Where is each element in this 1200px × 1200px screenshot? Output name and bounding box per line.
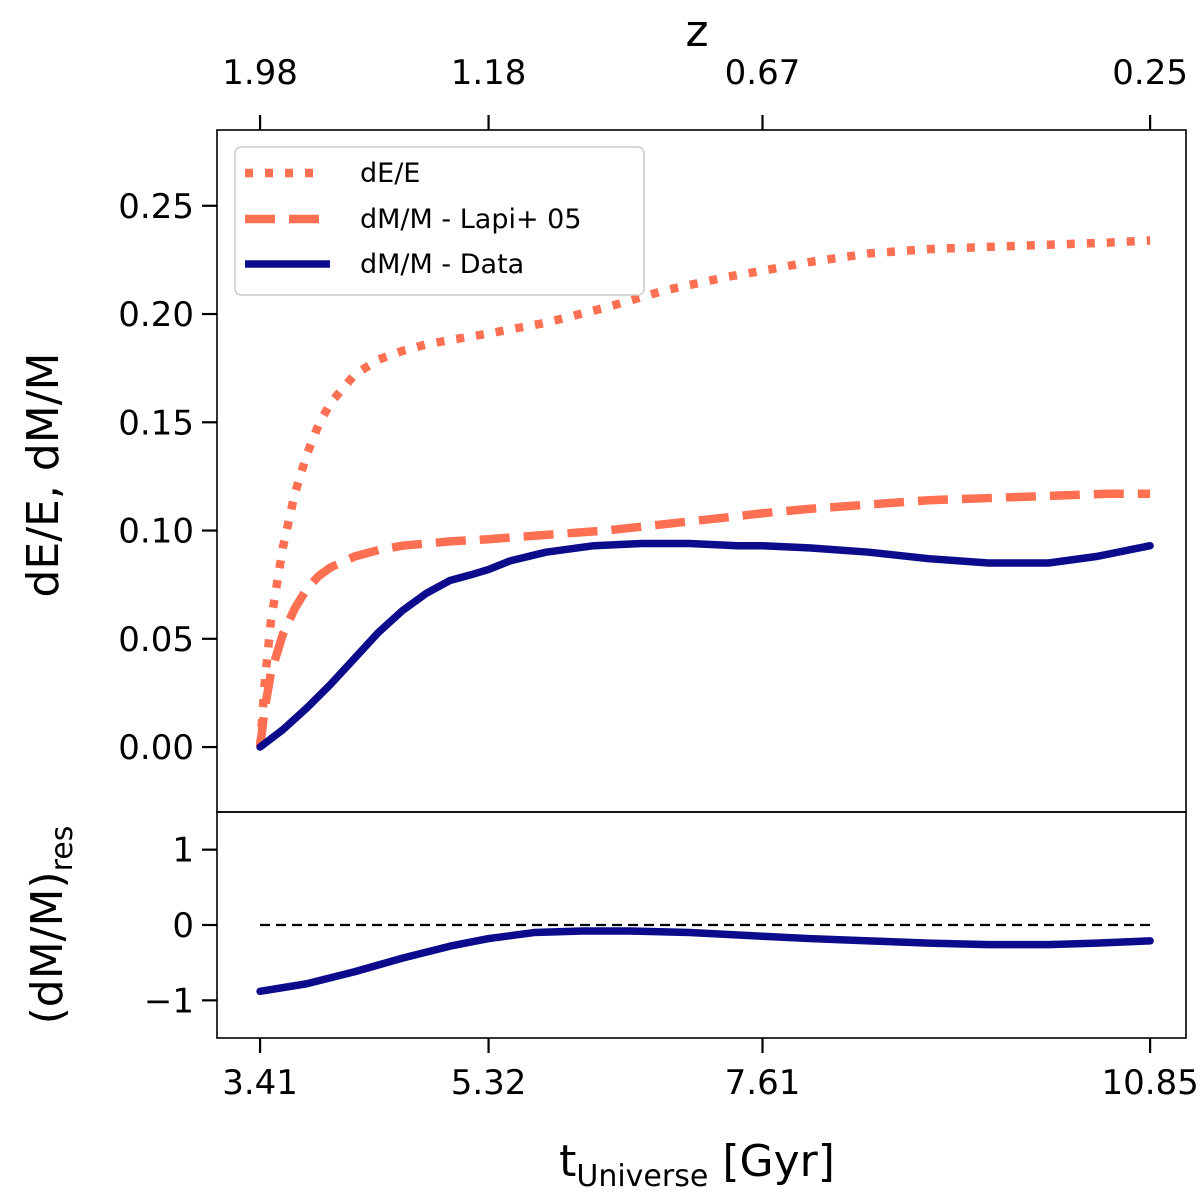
- main-top-tick-label-3: 0.25: [1112, 53, 1188, 93]
- x-axis-title-main: t: [559, 1136, 576, 1187]
- main-ytick-label-1: 0.05: [118, 620, 194, 660]
- legend-label-lapi: dM/M - Lapi+ 05: [360, 204, 582, 235]
- residual-y-axis-title: (dM/M)res: [22, 826, 80, 1025]
- legend-label-dE-E: dE/E: [360, 158, 420, 189]
- residual-xtick-label-0: 3.41: [222, 1063, 298, 1103]
- main-top-tick-label-0: 1.98: [222, 53, 298, 93]
- main-y-axis-title: dE/E, dM/M: [18, 352, 69, 597]
- residual-xtick-label-3: 10.85: [1101, 1063, 1198, 1103]
- residual-y-axis-title-main: (dM/M): [22, 871, 73, 1024]
- main-ytick-label-5: 0.25: [118, 187, 194, 227]
- residual-ytick-label-0: −1: [144, 981, 194, 1021]
- legend-frame: [234, 146, 645, 296]
- residual-xtick-label-2: 7.61: [725, 1063, 801, 1103]
- residual-y-axis-title-sub: res: [45, 826, 80, 872]
- top-axis-title: z: [685, 6, 708, 57]
- legend: dE/E dM/M - Lapi+ 05 dM/M - Data: [234, 146, 645, 296]
- main-top-tick-label-1: 1.18: [451, 53, 527, 93]
- main-series-1: [255, 489, 1151, 748]
- legend-label-data: dM/M - Data: [360, 249, 524, 280]
- main-panel: 0.00 0.05 0.10 0.15 0.20 0.25 1.98 1.18 0.67 0.25: [118, 53, 1188, 813]
- main-ytick-label-3: 0.15: [118, 403, 194, 443]
- residual-ytick-label-2: 1: [172, 831, 194, 871]
- main-ytick-label-0: 0.00: [118, 728, 194, 768]
- main-ytick-label-2: 0.10: [118, 512, 194, 552]
- residual-xtick-label-1: 5.32: [451, 1063, 527, 1103]
- x-axis-title-suffix: [Gyr]: [708, 1136, 835, 1187]
- residual-series-1: [256, 927, 1154, 996]
- x-axis-title-sub: Universe: [576, 1159, 708, 1194]
- main-ytick-label-4: 0.20: [118, 295, 194, 335]
- main-series-2: [256, 539, 1154, 751]
- main-series-0: [255, 236, 1151, 748]
- main-top-tick-label-2: 0.67: [725, 53, 801, 93]
- residual-ytick-label-1: 0: [172, 906, 194, 946]
- residual-panel: −1 0 1 3.41 5.32 7.61 10.85: [144, 811, 1199, 1103]
- x-axis-title: tUniverse [Gyr]: [559, 1136, 835, 1194]
